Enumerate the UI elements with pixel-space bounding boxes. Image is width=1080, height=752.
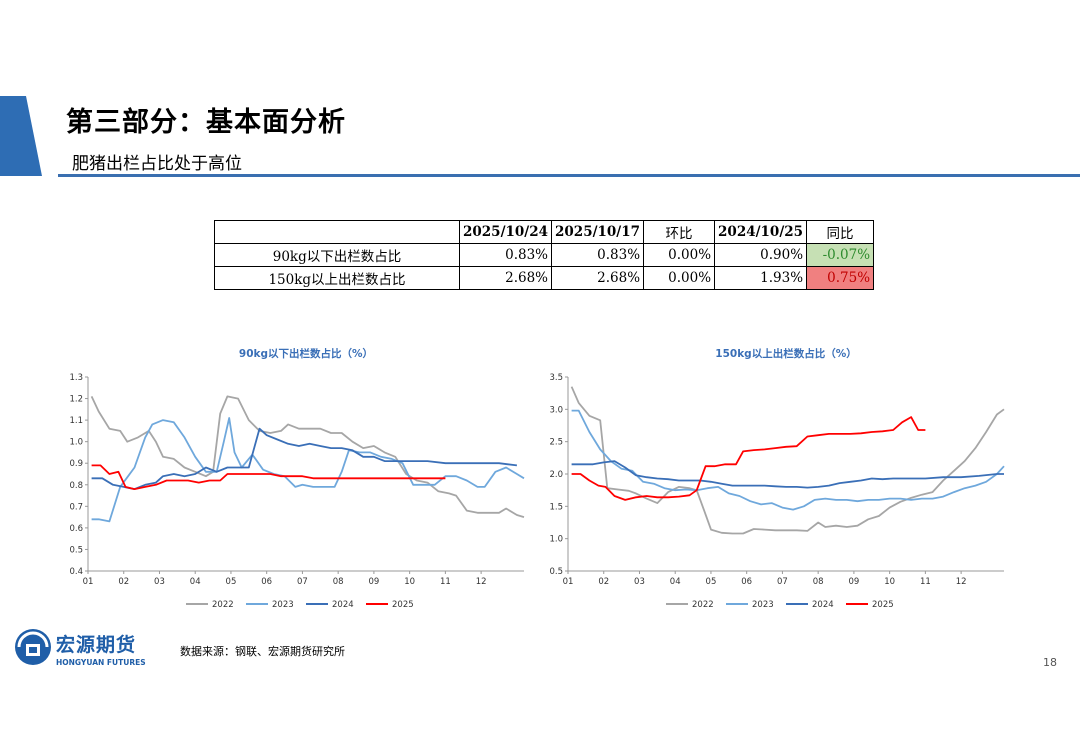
chart1-y-tick-label: 2.0 xyxy=(549,470,563,480)
chart0-y-tick-label: 0.8 xyxy=(69,481,83,491)
chart1-x-tick-label: 11 xyxy=(920,577,931,587)
chart1-series-2024 xyxy=(571,460,1004,489)
chart0-x-tick-label: 10 xyxy=(404,577,415,587)
data-source: 数据来源：钢联、宏源期货研究所 xyxy=(180,645,345,658)
chart1-legend-label: 2023 xyxy=(752,600,774,610)
chart0-legend-label: 2025 xyxy=(392,600,414,610)
chart1-x-tick-label: 05 xyxy=(706,577,717,587)
chart1-y-tick-label: 2.5 xyxy=(549,438,563,448)
chart0-x-tick-label: 05 xyxy=(226,577,237,587)
chart0-series-2022 xyxy=(90,395,525,518)
chart0-x-tick-label: 01 xyxy=(83,577,94,587)
chart0-y-tick-label: 0.6 xyxy=(69,524,83,534)
table-header-row: 2025/10/24 2025/10/17 环比 2024/10/25 同比 xyxy=(214,220,875,244)
chart0-x-tick-label: 04 xyxy=(190,577,201,587)
chart0-y-tick-label: 0.7 xyxy=(69,502,83,512)
chart0-y-tick-label: 1.1 xyxy=(69,416,83,426)
chart0-x-tick-label: 02 xyxy=(118,577,129,587)
chart1-series-2023 xyxy=(571,409,1005,511)
table-header-cell: 2025/10/17 xyxy=(551,220,645,244)
chart-90kg: 90kg以下出栏数占比（%） 0.4 0.5 0.6 0.7 0.8 0.9 1.0 1.1 1.… xyxy=(50,340,550,624)
chart0-legend-label: 2022 xyxy=(212,600,234,610)
yoy-cell-positive: 0.75% xyxy=(806,266,875,290)
chart1-y-tick-label: 0.5 xyxy=(549,567,563,577)
chart1-x-tick-label: 02 xyxy=(598,577,609,587)
chart1-y-tick-label: 3.0 xyxy=(549,405,563,415)
chart1-legend-label: 2022 xyxy=(692,600,714,610)
chart1-x-tick-label: 06 xyxy=(741,577,752,587)
chart1-x-tick-label: 09 xyxy=(848,577,859,587)
table-cell: 2.68% xyxy=(458,266,553,290)
chart0-x-tick-label: 11 xyxy=(440,577,451,587)
header-divider xyxy=(58,174,1080,177)
table-cell: 0.83% xyxy=(458,243,553,267)
yoy-cell-negative: -0.07% xyxy=(806,243,875,267)
chart0-y-tick-label: 1.2 xyxy=(69,395,83,405)
company-name-en: HONGYUAN FUTURES xyxy=(56,658,146,667)
chart1-y-tick-label: 1.5 xyxy=(549,502,563,512)
row-label: 150kg以上出栏数占比 xyxy=(214,266,460,290)
table-cell: 0.83% xyxy=(551,243,645,267)
chart1-series-2025 xyxy=(571,416,926,501)
table-cell: 0.00% xyxy=(643,243,716,267)
table-cell: 0.90% xyxy=(714,243,808,267)
page-title: 第三部分：基本面分析 xyxy=(66,107,346,138)
chart1-x-tick-label: 01 xyxy=(563,577,574,587)
table-header-cell: 环比 xyxy=(643,220,716,244)
chart1-title: 150kg以上出栏数占比（%） xyxy=(715,347,856,360)
page-subtitle: 肥猪出栏占比处于高位 xyxy=(72,154,242,174)
company-logo-icon xyxy=(15,629,51,665)
chart1-x-tick-label: 03 xyxy=(634,577,645,587)
company-logo-text: 宏源期货 HONGYUAN FUTURES xyxy=(56,630,146,667)
company-name-cn: 宏源期货 xyxy=(56,634,137,656)
chart0-y-tick-label: 0.4 xyxy=(69,567,83,577)
table-header-cell: 2025/10/24 xyxy=(458,220,553,244)
chart-150kg: 150kg以上出栏数占比（%） 0.5 1.0 1.5 2.0 2.5 3.0 3.5 01 02… xyxy=(530,340,1030,624)
table-header-cell: 2024/10/25 xyxy=(714,220,808,244)
page-number: 18 xyxy=(1043,656,1057,669)
table-cell: 0.00% xyxy=(643,266,716,290)
chart0-series-2024 xyxy=(91,427,518,490)
summary-table: 2025/10/24 2025/10/17 环比 2024/10/25 同比 9… xyxy=(214,220,875,290)
chart1-x-tick-label: 12 xyxy=(956,577,967,587)
table-row: 90kg以下出栏数占比 0.83% 0.83% 0.00% 0.90% -0.0… xyxy=(214,243,875,267)
chart1-y-tick-label: 1.0 xyxy=(549,535,563,545)
chart-150kg-svg: 150kg以上出栏数占比（%） 0.5 1.0 1.5 2.0 2.5 3.0 3.5 01 02… xyxy=(549,347,1005,610)
chart0-y-tick-label: 1.3 xyxy=(69,373,83,383)
chart0-series-2025 xyxy=(91,464,446,490)
chart1-x-tick-label: 07 xyxy=(777,577,788,587)
chart1-x-tick-label: 04 xyxy=(670,577,681,587)
chart1-legend-label: 2025 xyxy=(872,600,894,610)
table-header-cell xyxy=(214,220,460,244)
chart1-series-2022 xyxy=(570,386,1005,535)
chart0-x-tick-label: 09 xyxy=(368,577,379,587)
table-row: 150kg以上出栏数占比 2.68% 2.68% 0.00% 1.93% 0.7… xyxy=(214,266,875,290)
chart0-legend-label: 2024 xyxy=(332,600,354,610)
chart0-y-tick-label: 1.0 xyxy=(69,438,83,448)
chart0-x-tick-label: 07 xyxy=(297,577,308,587)
chart0-legend-label: 2023 xyxy=(272,600,294,610)
chart-90kg-svg: 90kg以下出栏数占比（%） 0.4 0.5 0.6 0.7 0.8 0.9 1.0 1.1 1.… xyxy=(69,347,525,610)
chart1-legend-label: 2024 xyxy=(812,600,834,610)
chart0-title: 90kg以下出栏数占比（%） xyxy=(239,347,373,360)
chart0-y-tick-label: 0.5 xyxy=(69,545,83,555)
chart0-x-tick-label: 12 xyxy=(476,577,487,587)
table-cell: 2.68% xyxy=(551,266,645,290)
chart1-y-tick-label: 3.5 xyxy=(549,373,563,383)
header-accent-shape xyxy=(0,96,42,176)
table-header-cell: 同比 xyxy=(806,220,875,244)
chart0-x-tick-label: 08 xyxy=(333,577,344,587)
chart0-y-tick-label: 0.9 xyxy=(69,459,83,469)
chart0-x-tick-label: 06 xyxy=(261,577,272,587)
chart1-x-tick-label: 08 xyxy=(813,577,824,587)
table-cell: 1.93% xyxy=(714,266,808,290)
chart0-series-2023 xyxy=(91,417,525,523)
row-label: 90kg以下出栏数占比 xyxy=(214,243,460,267)
chart1-x-tick-label: 10 xyxy=(884,577,895,587)
chart0-x-tick-label: 03 xyxy=(154,577,165,587)
